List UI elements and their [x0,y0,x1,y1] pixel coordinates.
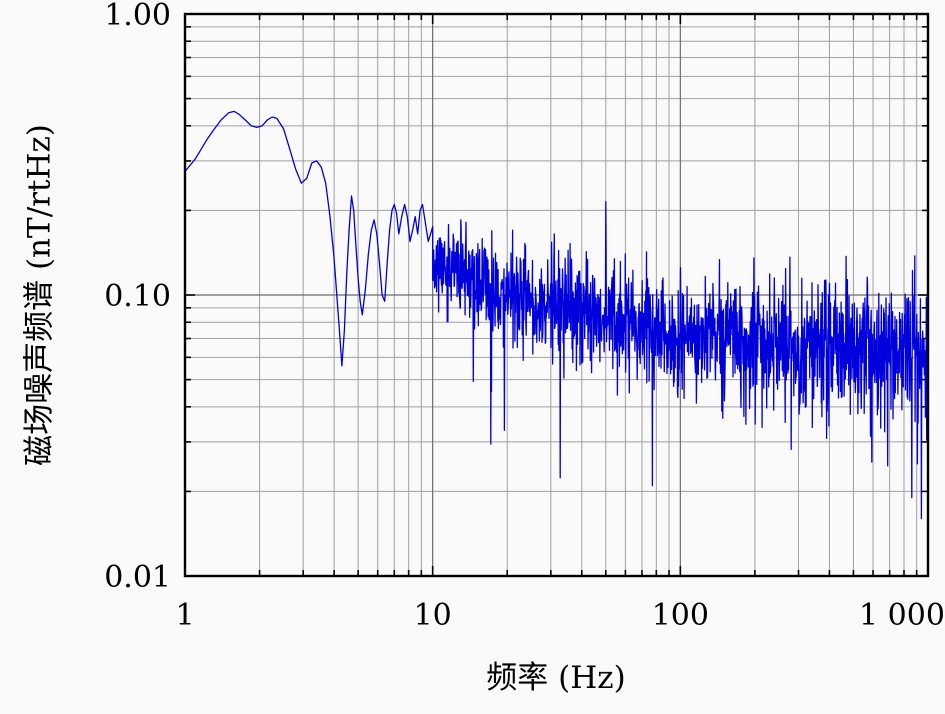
x-tick-label: 1 [175,598,194,633]
x-tick-labels: 1 10 100 1 000 [175,598,944,633]
y-axis-title: 磁场噪声频谱 (nT/rtHz) [21,124,58,466]
x-tick-label: 10 [414,598,452,633]
y-tick-label: 1.00 [104,0,171,33]
x-tick-label: 100 [652,598,709,633]
magnetic-field-noise-spectrum-line [184,110,929,520]
y-tick-label: 0.10 [104,279,171,314]
y-tick-label: 0.01 [104,560,171,595]
y-tick-labels: 0.01 0.10 1.00 [104,0,171,595]
x-axis-title: 频率 (Hz) [486,660,626,696]
plot-frame [183,12,930,578]
x-tick-label: 1 000 [859,598,945,633]
